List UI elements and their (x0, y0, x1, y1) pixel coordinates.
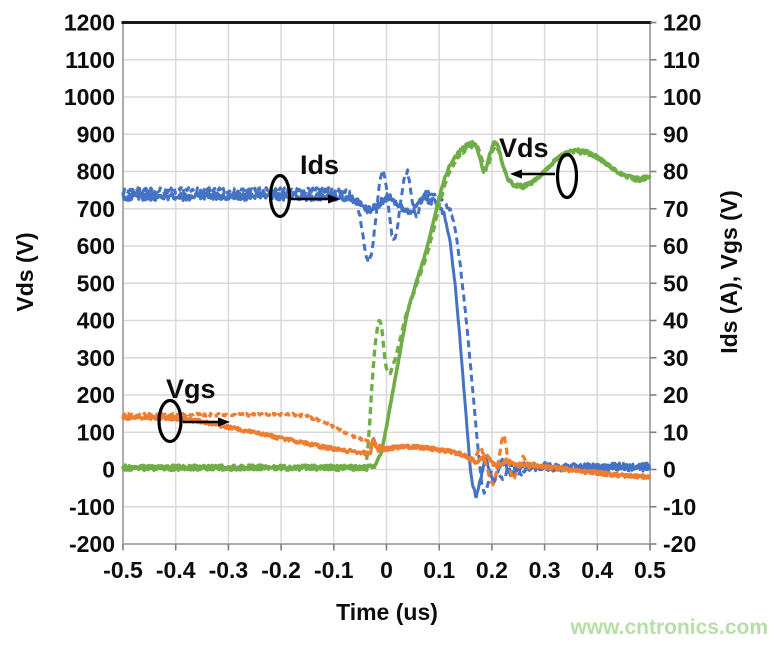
vds-annotation-label: Vds (499, 133, 549, 163)
x-axis-title: Time (us) (336, 599, 438, 625)
right-axis-title: Ids (A), Vgs (V) (716, 190, 742, 354)
vgs-annotation-label: Vgs (166, 374, 216, 404)
left-y-tick-label: 500 (77, 270, 115, 296)
annotation-vgs: Vgs (157, 374, 230, 444)
right-y-tick-label: 30 (663, 345, 689, 371)
left-y-tick-label: 100 (77, 419, 115, 445)
right-y-tick-label: -10 (663, 494, 696, 520)
x-tick-label: -0.4 (156, 557, 196, 583)
vds-arrow-head (510, 169, 522, 179)
ids-arrow-head (328, 194, 340, 204)
right-y-tick-label: 60 (663, 233, 689, 259)
x-tick-label: -0.3 (209, 557, 249, 583)
vgs-arrow-head (218, 417, 230, 427)
left-y-tick-label: 0 (102, 457, 115, 483)
ids-annotation-label: Ids (300, 150, 339, 180)
vds-solid-curve (121, 140, 652, 472)
left-y-tick-label: 300 (77, 345, 115, 371)
watermark-text: www.cntronics.com (569, 616, 768, 639)
left-y-tick-label: 800 (77, 159, 115, 185)
left-y-tick-label: 1000 (64, 84, 115, 110)
ids-callout-ellipse (268, 173, 292, 219)
left-y-tick-label: 200 (77, 382, 115, 408)
x-tick-label: -0.2 (261, 557, 301, 583)
x-tick-label: 0.2 (476, 557, 508, 583)
x-tick-label: -0.5 (103, 557, 143, 583)
right-y-tick-label: -20 (663, 531, 696, 557)
left-y-tick-label: -200 (69, 531, 115, 557)
right-y-tick-label: 10 (663, 419, 689, 445)
right-y-tick-label: 110 (663, 47, 700, 73)
right-y-tick-label: 120 (663, 10, 701, 36)
left-axis-title: Vds (V) (12, 232, 38, 311)
vds-callout-ellipse (555, 152, 579, 200)
vgs-callout-ellipse (157, 398, 183, 444)
right-y-tick-label: 20 (663, 382, 689, 408)
x-tick-label: 0 (380, 557, 393, 583)
right-y-tick-label: 80 (663, 159, 689, 185)
left-y-tick-label: 700 (77, 196, 115, 222)
annotation-ids: Ids (268, 150, 340, 219)
left-y-tick-label: 900 (77, 121, 115, 147)
right-y-tick-label: 90 (663, 121, 689, 147)
right-y-tick-label: 70 (663, 196, 689, 222)
right-y-tick-label: 40 (663, 308, 689, 334)
left-y-tick-label: 400 (77, 308, 115, 334)
left-y-tick-label: -100 (69, 494, 115, 520)
axis-ticks: -0.5 -0.4 -0.3 -0.2 -0.1 0 0.1 0.2 0.3 0.4 0.51200… (64, 10, 702, 584)
x-tick-label: 0.1 (423, 557, 455, 583)
x-tick-label: 0.5 (634, 557, 666, 583)
annotation-vds: Vds (499, 133, 579, 200)
ids-dashed-curve (122, 168, 651, 495)
right-y-tick-label: 0 (663, 457, 676, 483)
right-y-tick-label: 100 (663, 84, 701, 110)
x-tick-label: 0.3 (529, 557, 561, 583)
x-tick-label: -0.1 (314, 557, 354, 583)
right-y-tick-label: 50 (663, 270, 689, 296)
left-y-tick-label: 1100 (65, 47, 115, 73)
left-y-tick-label: 1200 (64, 10, 115, 36)
left-y-tick-label: 600 (77, 233, 115, 259)
x-tick-label: 0.4 (581, 557, 613, 583)
